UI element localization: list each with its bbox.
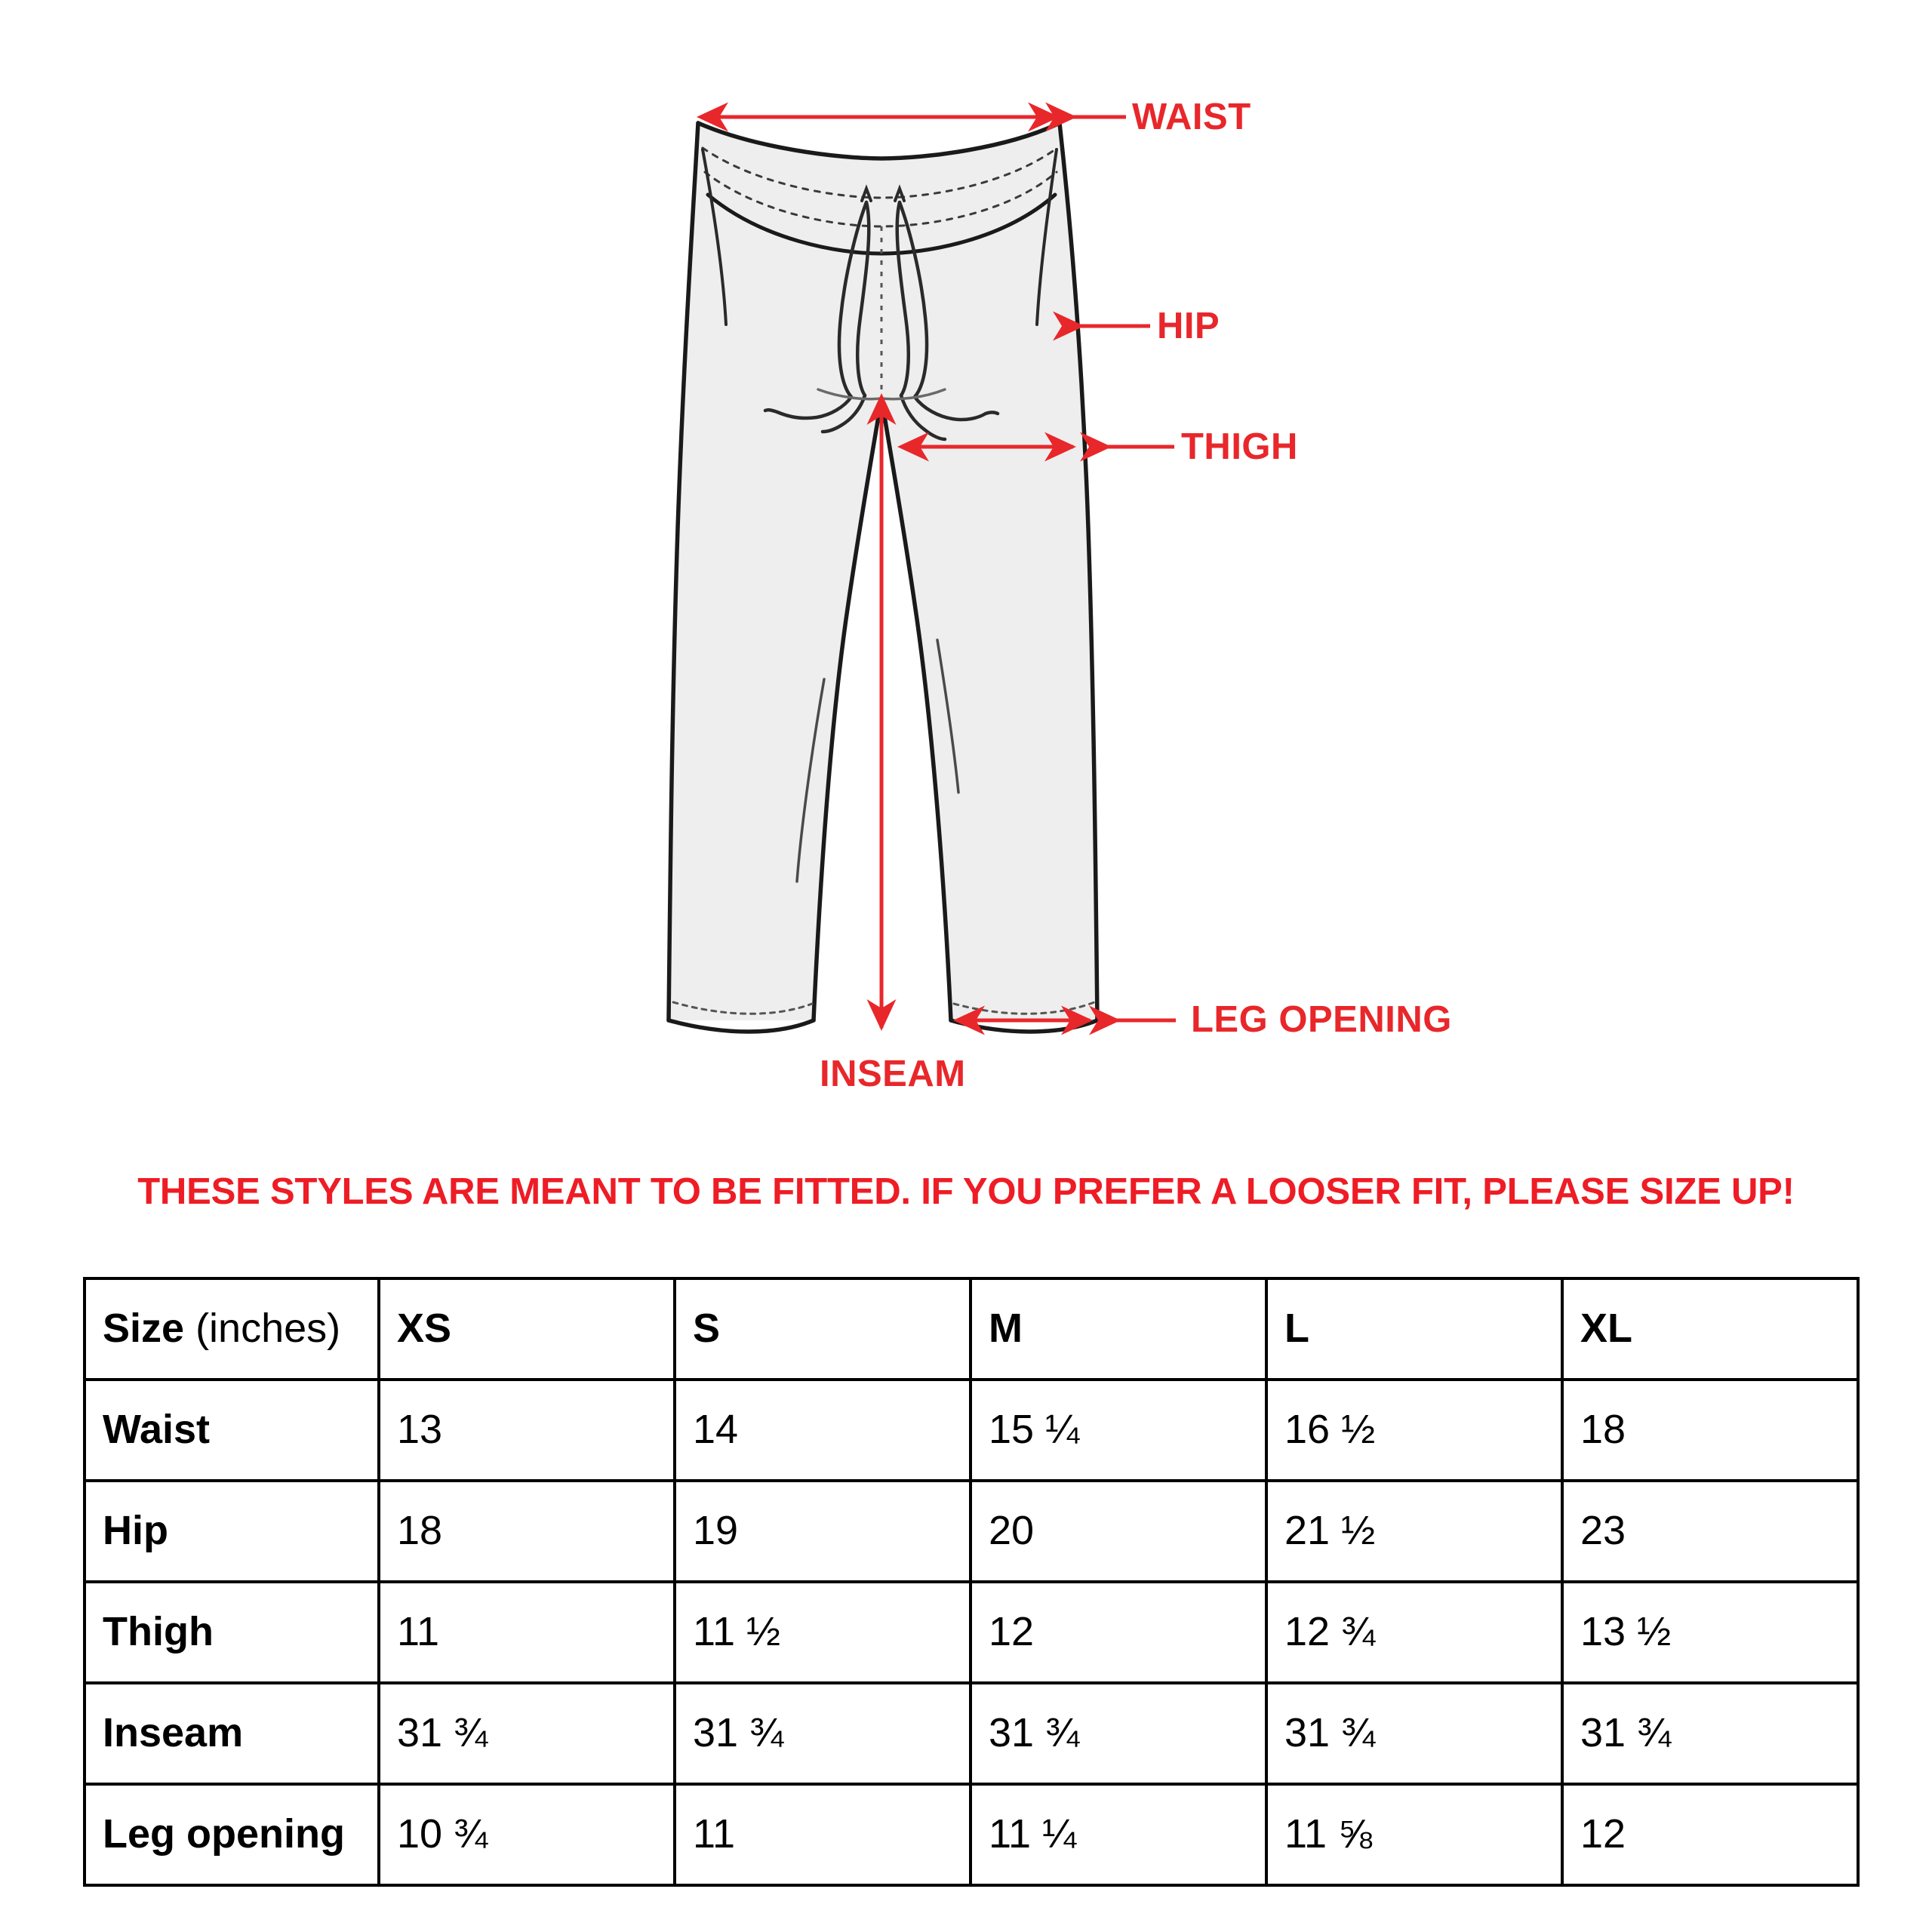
header-cell-l: L: [1265, 1277, 1564, 1381]
cell-inseam-xs: 31 ¾: [377, 1681, 676, 1786]
header-cell-s: S: [673, 1277, 972, 1381]
cell-leg-opening-s: 11: [673, 1783, 972, 1887]
cell-hip-xl: 23: [1561, 1479, 1860, 1583]
row-label-inseam: Inseam: [83, 1681, 380, 1786]
table-row: Waist 13 14 15 ¼ 16 ½ 18: [83, 1378, 1860, 1482]
cell-hip-m: 20: [969, 1479, 1268, 1583]
size-chart-container: Size (inches) XS S M L XL Waist 13 14 15…: [83, 1277, 1860, 1887]
header-size-word: Size: [103, 1306, 185, 1352]
hip-label: HIP: [1157, 306, 1220, 346]
header-cell-xl: XL: [1561, 1277, 1860, 1381]
table-row: Thigh 11 11 ½ 12 12 ¾ 13 ½: [83, 1580, 1860, 1684]
cell-waist-s: 14: [673, 1378, 972, 1482]
header-cell-m: M: [969, 1277, 1268, 1381]
thigh-label: THIGH: [1181, 426, 1298, 467]
leg-drape-lines: [795, 638, 960, 883]
cell-hip-xs: 18: [377, 1479, 676, 1583]
size-chart-body: Size (inches) XS S M L XL Waist 13 14 15…: [83, 1277, 1860, 1887]
cell-inseam-m: 31 ¾: [969, 1681, 1268, 1786]
table-row: Leg opening 10 ¾ 11 11 ¼ 11 ⅝ 12: [83, 1783, 1860, 1887]
drawstring-cords: [763, 200, 1000, 441]
cell-inseam-l: 31 ¾: [1265, 1681, 1564, 1786]
cell-leg-opening-m: 11 ¼: [969, 1783, 1268, 1887]
header-cell-size: Size (inches): [83, 1277, 380, 1381]
header-cell-xs: XS: [377, 1277, 676, 1381]
cell-waist-xs: 13: [377, 1378, 676, 1482]
pants-body-shape: [669, 123, 1097, 1020]
drawstring-eyelets: [860, 184, 906, 202]
fit-notice-text: THESE STYLES ARE MEANT TO BE FITTED. IF …: [137, 1171, 1795, 1212]
cell-thigh-l: 12 ¾: [1265, 1580, 1564, 1684]
cell-hip-s: 19: [673, 1479, 972, 1583]
cell-leg-opening-xs: 10 ¾: [377, 1783, 676, 1887]
pocket-seams: [701, 148, 1058, 326]
pants-measurement-diagram: WAIST HIP THIGH LEG OPENING INSEAM: [666, 97, 1452, 1094]
cell-thigh-xl: 13 ½: [1561, 1580, 1860, 1684]
row-label-waist: Waist: [83, 1378, 380, 1482]
cell-waist-l: 16 ½: [1265, 1378, 1564, 1482]
cell-thigh-m: 12: [969, 1580, 1268, 1684]
inseam-label: INSEAM: [820, 1054, 966, 1094]
cell-thigh-s: 11 ½: [673, 1580, 972, 1684]
cell-hip-l: 21 ½: [1265, 1479, 1564, 1583]
cell-thigh-xs: 11: [377, 1580, 676, 1684]
waistband-stitching: [701, 146, 1059, 228]
table-header-row: Size (inches) XS S M L XL: [83, 1277, 1860, 1381]
row-label-thigh: Thigh: [83, 1580, 380, 1684]
table-row: Hip 18 19 20 21 ½ 23: [83, 1479, 1860, 1583]
cell-inseam-xl: 31 ¾: [1561, 1681, 1860, 1786]
waist-label: WAIST: [1132, 97, 1251, 137]
row-label-hip: Hip: [83, 1479, 380, 1583]
header-unit-note: (inches): [184, 1306, 341, 1352]
row-label-leg-opening: Leg opening: [83, 1783, 380, 1887]
cell-waist-xl: 18: [1561, 1378, 1860, 1482]
cell-inseam-s: 31 ¾: [673, 1681, 972, 1786]
cell-leg-opening-xl: 12: [1561, 1783, 1860, 1887]
cell-waist-m: 15 ¼: [969, 1378, 1268, 1482]
table-row: Inseam 31 ¾ 31 ¾ 31 ¾ 31 ¾ 31 ¾: [83, 1681, 1860, 1786]
leg-opening-label: LEG OPENING: [1191, 999, 1452, 1040]
cell-leg-opening-l: 11 ⅝: [1265, 1783, 1564, 1887]
size-chart-table: Size (inches) XS S M L XL Waist 13 14 15…: [83, 1277, 1860, 1887]
pants-technical-drawing: [666, 102, 1176, 1035]
